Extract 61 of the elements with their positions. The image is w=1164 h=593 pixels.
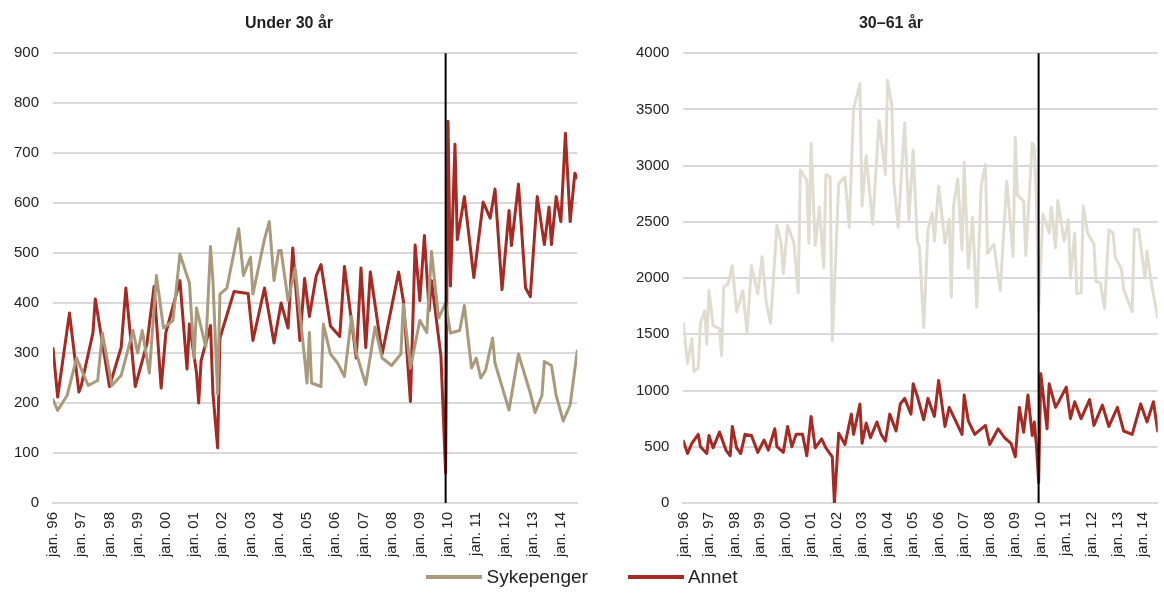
x-tick-label: jan. 02 [212,511,230,559]
x-tick-label: jan. 10 [1030,511,1048,559]
y-tick-label: 3500 [635,99,670,117]
x-tick-label: jan. 08 [979,511,997,559]
x-tick-label: jan. 99 [750,511,768,559]
x-tick-label: jan. 06 [325,511,343,559]
x-tick-label: jan. 14 [1133,511,1151,559]
x-tick-label: jan. 03 [240,511,258,559]
chart-title: Under 30 år [244,14,334,32]
x-tick-label: jan. 01 [801,511,819,559]
x-tick-label: jan. 10 [438,511,456,559]
x-tick-label: jan. 07 [954,511,972,559]
y-tick-label: 700 [14,143,40,161]
y-tick-label: 2500 [635,212,670,229]
x-tick-label: jan. 11 [466,511,484,557]
y-tick-label: 0 [30,493,40,511]
y-tick-label: 4000 [635,43,670,61]
x-tick-label: jan. 12 [1081,511,1099,559]
x-tick-label: jan. 98 [99,511,117,559]
legend-label: Sykepenger [486,565,588,588]
x-tick-label: jan. 97 [71,511,89,559]
x-tick-label: jan. 13 [522,511,540,559]
x-tick-label: jan. 05 [297,511,315,559]
x-tick-label: jan. 98 [724,511,742,559]
x-tick-label: jan. 97 [699,511,717,559]
y-tick-label: 200 [14,393,40,411]
y-tick-label: 0 [661,493,670,511]
y-tick-label: 500 [644,436,670,454]
y-tick-label: 400 [14,293,40,311]
legend-label: Annet [687,565,738,588]
y-tick-label: 500 [14,243,40,261]
x-tick-label: jan. 02 [826,511,844,559]
x-tick-label: jan. 12 [494,511,512,559]
x-tick-label: jan. 04 [268,511,286,559]
x-tick-label: jan. 08 [381,511,399,559]
y-tick-label: 3000 [635,155,670,173]
x-tick-label: jan. 09 [409,511,427,559]
x-tick-label: jan. 09 [1005,511,1023,559]
x-tick-label: jan. 99 [127,511,145,559]
y-tick-label: 600 [14,193,40,211]
y-tick-label: 2000 [635,268,670,286]
x-tick-label: jan. 03 [852,511,870,559]
x-tick-label: jan. 00 [775,511,793,559]
x-tick-label: jan. 07 [353,511,371,559]
x-tick-label: jan. 11 [1056,511,1074,557]
x-tick-label: jan. 05 [903,511,921,559]
y-tick-label: 100 [14,443,40,461]
y-tick-label: 1000 [635,380,670,398]
y-tick-label: 900 [14,43,40,61]
x-tick-label: jan. 04 [877,511,895,559]
x-tick-label: jan. 14 [551,511,569,559]
chart-title: 30–61 år [858,14,924,32]
y-tick-label: 800 [14,93,40,111]
x-tick-label: jan. 96 [673,511,691,559]
y-tick-label: 1500 [635,324,670,342]
x-tick-label: jan. 01 [184,511,202,559]
x-tick-label: jan. 96 [43,511,61,559]
x-tick-label: jan. 00 [156,511,174,559]
x-tick-label: jan. 06 [928,511,946,559]
y-tick-label: 300 [14,343,40,361]
x-tick-label: jan. 13 [1107,511,1125,559]
